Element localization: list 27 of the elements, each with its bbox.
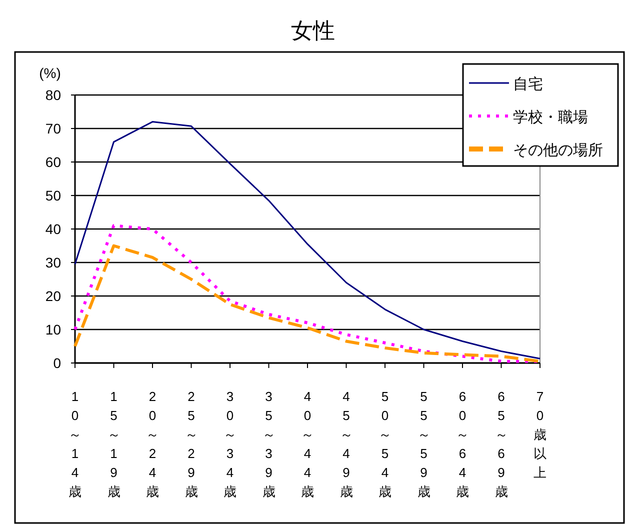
x-tick-label: 40～44歳 bbox=[301, 389, 314, 499]
x-tick-label: 15～19歳 bbox=[107, 389, 120, 499]
y-axis-title: (%) bbox=[39, 65, 61, 81]
y-tick-label: 60 bbox=[45, 154, 62, 170]
x-tick-label: 70歳以上 bbox=[534, 389, 546, 480]
x-tick-label: 25～29歳 bbox=[184, 389, 198, 499]
x-tick-label: 65～69歳 bbox=[494, 389, 508, 499]
x-tick-label: 20～24歳 bbox=[146, 389, 159, 499]
y-tick-label: 30 bbox=[45, 254, 62, 270]
x-tick-label: 60～64歳 bbox=[456, 389, 469, 499]
y-tick-label: 80 bbox=[45, 87, 62, 103]
x-tick-label: 10～14歳 bbox=[68, 389, 82, 499]
y-tick-label: 20 bbox=[45, 288, 62, 304]
x-tick-label: 45～49歳 bbox=[340, 389, 353, 499]
legend-label: 自宅 bbox=[513, 76, 543, 93]
y-tick-label: 70 bbox=[45, 120, 62, 136]
x-tick-label: 35～39歳 bbox=[262, 389, 276, 499]
y-tick-label: 10 bbox=[45, 322, 62, 338]
x-tick-label: 50～54歳 bbox=[378, 389, 392, 499]
x-tick-label: 30～34歳 bbox=[224, 389, 236, 499]
y-tick-label: 40 bbox=[45, 221, 62, 237]
chart-title: 女性 bbox=[291, 18, 335, 43]
x-tick-label: 55～59歳 bbox=[417, 389, 430, 499]
y-tick-label: 0 bbox=[53, 355, 62, 371]
y-tick-label: 50 bbox=[45, 188, 62, 204]
legend-label: その他の場所 bbox=[513, 142, 603, 159]
legend-label: 学校・職場 bbox=[513, 109, 588, 126]
